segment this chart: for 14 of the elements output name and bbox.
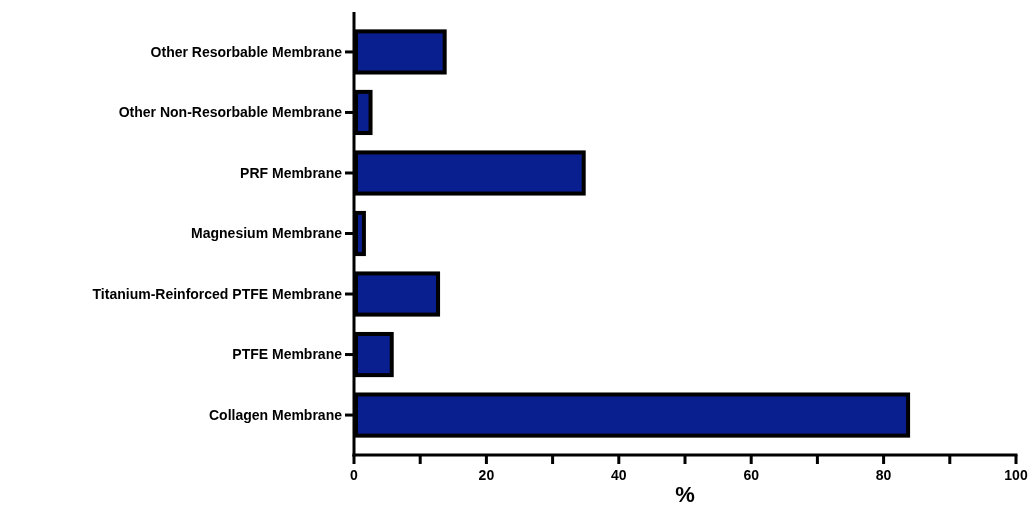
x-tick-label: 40	[611, 467, 627, 483]
y-tick-label: Other Non-Resorbable Membrane	[118, 104, 343, 121]
y-tick-label: Magnesium Membrane	[191, 225, 343, 242]
y-tick-label: Collagen Membrane	[208, 406, 343, 423]
x-axis-title: %	[675, 482, 695, 507]
y-tick-label: PRF Membrane	[240, 164, 343, 181]
x-tick-label: 20	[478, 467, 495, 483]
y-tick-label: Other Resorbable Membrane	[150, 43, 343, 60]
y-tick-label: Titanium-Reinforced PTFE Membrane	[92, 285, 343, 302]
x-tick-label: 0	[350, 467, 359, 483]
x-tick-label: 100	[1004, 467, 1028, 483]
y-tick-label: PTFE Membrane	[232, 346, 343, 363]
x-tick-label: 80	[875, 467, 892, 483]
x-tick-label: 60	[743, 467, 760, 483]
